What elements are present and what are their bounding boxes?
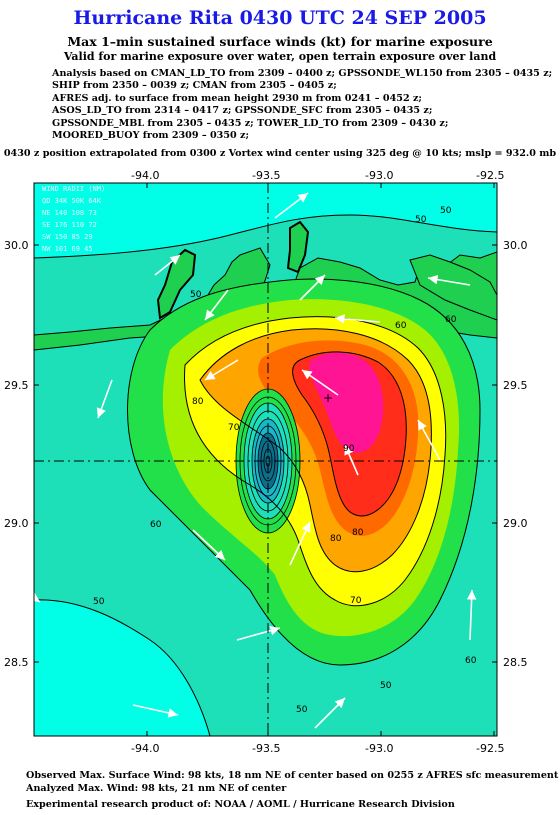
- plot-frame: [33, 182, 498, 737]
- analysis-line: SHIP from 2350 – 0039 z; CMAN from 2305 …: [52, 80, 337, 92]
- contour-label: 50: [440, 206, 452, 216]
- lon-tick-label: -94.0: [131, 742, 159, 755]
- land-lake-sabine: [286, 220, 310, 274]
- land-east-inlet: [409, 254, 497, 321]
- lat-tick-label: 29.5: [4, 379, 29, 392]
- analysis-line: ASOS_LD_TO from 2314 – 0417 z; GPSSONDE_…: [52, 105, 433, 117]
- wind-radii-row: SE 176 110 72: [42, 221, 97, 229]
- storm-center-crosshair: [34, 183, 497, 736]
- lat-tick-label: 29.5: [503, 379, 528, 392]
- map-title: Hurricane Rita 0430 UTC 24 SEP 2005: [73, 7, 487, 29]
- contour-label: 80: [330, 534, 342, 544]
- contour-label: 50: [190, 290, 202, 300]
- analysis-line: Analysis based on CMAN_LD_TO from 2309 –…: [52, 68, 553, 79]
- contour-label: 60: [150, 520, 162, 530]
- contour-label: 50: [415, 215, 427, 225]
- observed-max-wind: Observed Max. Surface Wind: 98 kts, 18 n…: [26, 770, 559, 781]
- contour-label: 50: [93, 597, 105, 607]
- lat-tick-label: 28.5: [503, 656, 528, 669]
- tick-marks: [34, 183, 497, 736]
- lat-tick-label: 28.5: [4, 656, 29, 669]
- contour-label: 50: [380, 681, 392, 691]
- lon-tick-label: -93.5: [252, 169, 280, 182]
- lon-tick-label: -93.5: [252, 742, 280, 755]
- land-lake-calcasieu: [156, 248, 197, 320]
- credit-line: Experimental research product of: NOAA /…: [26, 799, 455, 810]
- wind-radii-row: SW 150 85 29: [42, 233, 93, 241]
- contour-label: 80: [192, 397, 204, 407]
- analyzed-max-wind: Analyzed Max. Wind: 98 kts, 21 nm NE of …: [26, 783, 287, 794]
- band-40kt-north: [34, 183, 497, 258]
- analysis-sources: Analysis based on CMAN_LD_TO from 2309 –…: [52, 68, 552, 142]
- contour-label: 70: [350, 596, 362, 606]
- lon-ticks-top: -94.0 -93.5 -93.0 -92.5: [131, 169, 504, 182]
- contour-labels: 50 50 50 50 50 50 60 60 60 60 70 70 80 8…: [93, 206, 477, 715]
- lon-tick-label: -93.0: [365, 742, 393, 755]
- plot-area: WIND RADII (NM) QD 34K 50K 64K NE 140 10…: [34, 183, 497, 736]
- contour-label: 80: [352, 528, 364, 538]
- contour-lines: [34, 214, 497, 736]
- lat-tick-label: 29.0: [503, 517, 528, 530]
- band-40kt-southwest: [34, 599, 210, 736]
- analysis-line: AFRES adj. to surface from mean height 2…: [52, 92, 422, 104]
- lat-ticks-right: 30.0 29.5 29.0 28.5: [503, 239, 528, 669]
- wind-radii-row: NE 140 108 73: [42, 209, 97, 217]
- band-95kt: [309, 352, 384, 453]
- wind-radii-table: WIND RADII (NM) QD 34K 50K 64K NE 140 10…: [42, 185, 105, 253]
- lat-tick-label: 29.0: [4, 517, 29, 530]
- lon-tick-label: -92.5: [476, 742, 504, 755]
- wind-radii-row: NW 101 69 45: [42, 245, 93, 253]
- lat-tick-label: 30.0: [4, 239, 29, 252]
- position-note: 0430 z position extrapolated from 0300 z…: [3, 148, 557, 159]
- contour-label: 60: [465, 656, 477, 666]
- contour-label: 60: [395, 321, 407, 331]
- lon-tick-label: -94.0: [131, 169, 159, 182]
- contour-label: 90: [343, 444, 355, 454]
- lon-tick-label: -92.5: [476, 169, 504, 182]
- map-subtitle: Max 1–min sustained surface winds (kt) f…: [67, 34, 493, 49]
- wind-vectors: [34, 192, 477, 729]
- analysis-line: MOORED_BUOY from 2309 – 0350 z;: [52, 130, 250, 142]
- wind-radii-cols: QD 34K 50K 64K: [42, 197, 102, 205]
- contour-label: 70: [228, 423, 240, 433]
- map-subtitle-validity: Valid for marine exposure over water, op…: [63, 50, 497, 63]
- lat-tick-label: 30.0: [503, 239, 528, 252]
- wind-radii-header: WIND RADII (NM): [42, 185, 105, 193]
- lat-ticks-left: 30.0 29.5 29.0 28.5: [4, 239, 29, 669]
- max-wind-marker: +: [323, 391, 333, 405]
- contour-label: 50: [296, 705, 308, 715]
- lon-ticks-bottom: -94.0 -93.5 -93.0 -92.5: [131, 742, 504, 755]
- analysis-line: GPSSONDE_MBL from 2305 – 0435 z; TOWER_L…: [52, 117, 449, 129]
- lon-tick-label: -93.0: [365, 169, 393, 182]
- contour-label: 60: [445, 315, 457, 325]
